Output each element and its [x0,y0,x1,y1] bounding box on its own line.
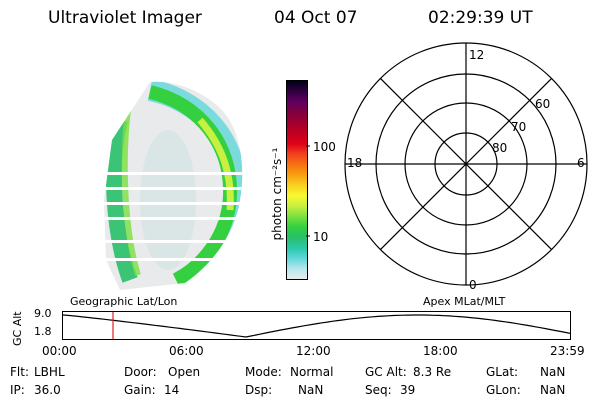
mlt-label-12: 12 [469,48,485,62]
lat-label-80: 80 [492,141,508,155]
alt-axis-title: GC Alt [11,311,24,346]
gain-value: 14 [164,383,180,397]
filter-value: LBHL [34,365,65,379]
time-tick-6: 06:00 [169,344,204,358]
gc-alt-label: GC Alt: [365,365,407,379]
colorbar-tick-10: 10 [313,230,329,244]
mode-label: Mode: [245,365,282,379]
time-tick-0: 00:00 [42,344,77,358]
mlt-label-18: 18 [347,156,363,170]
altitude-plot [62,311,572,340]
glat-value: NaN [540,365,566,379]
glat-label: GLat: [486,365,519,379]
time-label: 02:29:39 UT [428,8,533,28]
filter-label: Flt: [10,365,29,379]
door-label: Door: [124,365,157,379]
ip-label: IP: [10,383,25,397]
gc-alt-value: 8.3 Re [413,365,452,379]
glon-label: GLon: [486,383,521,397]
colorbar-tick-100: 100 [313,140,336,154]
time-tick-18: 18:00 [423,344,458,358]
instrument-title: Ultraviolet Imager [48,8,202,28]
time-tick-2359: 23:59 [550,344,585,358]
colorbar [286,80,308,280]
glon-value: NaN [540,383,566,397]
mode-value: Normal [290,365,334,379]
alt-tick-1-8: 1.8 [34,325,52,338]
alt-tick-9: 9.0 [34,307,52,320]
ip-value: 36.0 [34,383,61,397]
time-tick-12: 12:00 [296,344,331,358]
apex-label: Apex MLat/MLT [423,295,506,308]
seq-value: 39 [400,383,416,397]
lat-label-60: 60 [535,97,551,111]
geographic-label: Geographic Lat/Lon [70,295,178,308]
door-value: Open [168,365,201,379]
seq-label: Seq: [365,383,392,397]
gain-label: Gain: [124,383,156,397]
mlt-label-6: 6 [577,156,585,170]
dsp-label: Dsp: [245,383,273,397]
date-label: 04 Oct 07 [274,8,358,28]
dsp-value: NaN [298,383,324,397]
lat-label-70: 70 [511,120,527,134]
mlt-label-0: 0 [469,278,477,292]
